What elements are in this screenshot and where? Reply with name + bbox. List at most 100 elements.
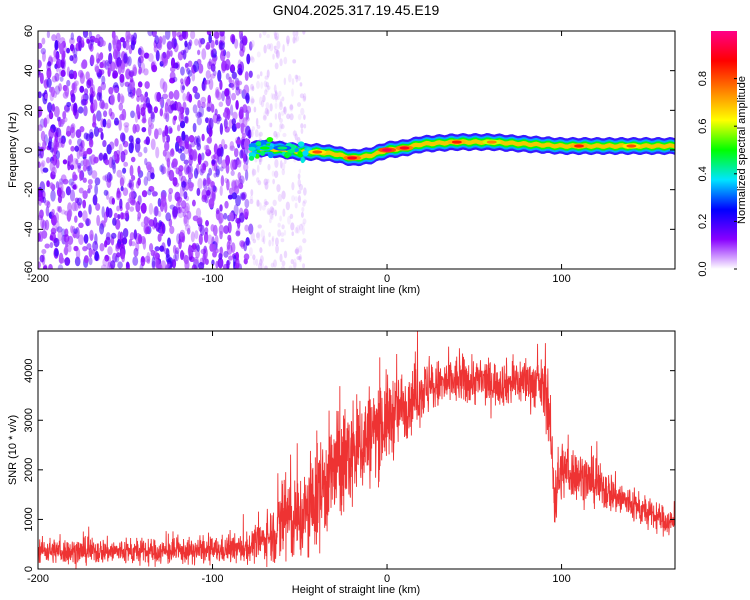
spectrogram-noise-cell — [169, 225, 175, 235]
spectrogram-noise-cell — [185, 107, 190, 116]
spectrogram-noise-cell — [286, 113, 291, 120]
spectrogram-noise-cell — [64, 85, 70, 97]
spectrogram-noise-cell — [188, 181, 193, 187]
spectrogram-noise-cell — [276, 40, 281, 50]
spectrogram-noise-cell — [288, 265, 293, 269]
spectrogram-noise-cell — [157, 233, 162, 242]
spectrogram-noise-cell — [108, 42, 112, 52]
spectrogram-noise-cell — [38, 261, 41, 269]
spectrogram-noise-cell — [127, 56, 132, 67]
spectrogram-noise-cell — [269, 43, 274, 52]
spectrogram-noise-cell — [197, 49, 201, 56]
spectrogram-noise-cell — [47, 60, 52, 67]
spectrogram-noise-cell — [74, 145, 80, 152]
spectrogram-noise-cell — [134, 141, 141, 153]
spectrogram-noise-cell — [273, 130, 278, 138]
spectrogram-noise-cell — [257, 262, 263, 269]
spectrogram-noise-cell — [39, 72, 44, 85]
spectrogram-noise-cell — [238, 88, 242, 95]
spectrogram-noise-cell — [271, 237, 274, 247]
spectrogram-noise-cell — [156, 260, 162, 269]
spectrogram-noise-cell — [187, 163, 193, 175]
spectrogram-noise-cell — [237, 172, 242, 180]
spectrogram-noise-cell — [78, 40, 82, 52]
spectrogram-noise-cell — [207, 136, 212, 144]
spectrogram-noise-cell — [64, 228, 69, 237]
spectrogram-noise-cell — [41, 249, 47, 255]
spectrogram-noise-cell — [123, 53, 128, 64]
spectrogram-noise-cell — [272, 178, 275, 185]
spectrogram-noise-cell — [226, 240, 231, 250]
spectrogram-noise-cell — [223, 225, 230, 234]
spectrogram-noise-cell — [197, 99, 202, 109]
spectrogram-noise-cell — [211, 159, 216, 165]
spectrogram-noise-cell — [154, 91, 160, 102]
spectrogram-noise-cell — [172, 31, 177, 39]
spectrogram-noise-cell — [51, 103, 55, 112]
spectrogram-noise-cell — [269, 210, 274, 219]
spectrogram-noise-cell — [164, 140, 170, 152]
spectrogram-noise-cell — [97, 72, 102, 80]
spectrogram-noise-cell — [166, 157, 171, 168]
spectrogram-noise-cell — [49, 182, 54, 189]
spectrogram-noise-cell — [250, 55, 254, 61]
spectrogram-ylabel: Frequency (Hz) — [7, 112, 19, 188]
spectrogram-noise-cell — [249, 195, 254, 201]
spectrogram-noise-cell — [70, 181, 76, 189]
spectrogram-noise-cell — [100, 264, 107, 269]
spectrogram-noise-cell — [288, 73, 292, 83]
spectrogram-noise-cell — [165, 112, 170, 123]
spectrogram-noise-cell — [154, 246, 160, 252]
spectrogram-noise-cell — [105, 232, 111, 241]
spectrogram-noise-cell — [74, 80, 79, 87]
spectrogram-noise-cell — [274, 62, 279, 70]
spectrogram-noise-cell — [79, 85, 85, 93]
spectrogram-noise-cell — [102, 140, 107, 148]
spectrogram-noise-cell — [235, 122, 241, 129]
spectrogram-noise-cell — [145, 226, 151, 234]
colorbar-tick-label: 0.8 — [697, 71, 709, 86]
spectrogram-noise-cell — [275, 48, 279, 58]
spectrogram-peak — [382, 148, 393, 152]
spectrogram-signal-cell — [297, 141, 305, 147]
spectrogram-noise-cell — [116, 169, 123, 178]
spectrogram-noise-cell — [203, 247, 208, 259]
spectrogram-noise-cell — [245, 116, 250, 122]
spectrogram-noise-cell — [100, 81, 106, 91]
spectrogram-noise-cell — [234, 38, 239, 49]
spectrogram-noise-cell — [120, 95, 125, 104]
spectrogram-noise-cell — [239, 149, 244, 159]
spectrogram-noise-cell — [80, 98, 87, 106]
spectrogram-noise-cell — [110, 111, 115, 120]
spectrogram-noise-cell — [269, 218, 272, 224]
spectrogram-noise-cell — [227, 234, 232, 242]
spectrogram-noise-cell — [55, 32, 61, 42]
spectrogram-noise-cell — [40, 130, 46, 142]
spectrogram-noise-cell — [78, 187, 84, 194]
spectrogram-noise-cell — [94, 177, 101, 186]
spectrogram-noise-cell — [46, 114, 50, 125]
spectrogram-noise-cell — [265, 81, 270, 88]
spectrogram-noise-cell — [106, 178, 112, 189]
spectrogram-noise-cell — [187, 144, 192, 155]
spectrogram-noise-cell — [265, 84, 270, 93]
spectrogram-noise-cell — [262, 31, 267, 36]
spectrogram-noise-cell — [88, 257, 93, 266]
spectrogram-noise-cell — [259, 202, 262, 211]
spectrogram-noise-cell — [241, 132, 247, 139]
spectrogram-noise-cell — [197, 153, 202, 165]
spectrogram-noise-cell — [273, 45, 277, 50]
spectrogram-noise-cell — [59, 43, 64, 55]
spectrogram-noise-cell — [78, 234, 84, 245]
spectrogram-noise-cell — [279, 160, 283, 169]
y-tick-label: 4000 — [23, 358, 35, 382]
spectrogram-noise-cell — [264, 181, 269, 190]
spectrogram-noise-cell — [172, 176, 178, 187]
spectrogram-noise-cell — [42, 140, 47, 151]
spectrogram-noise-cell — [250, 97, 255, 104]
spectrogram-noise-cell — [205, 220, 209, 227]
spectrogram-noise-cell — [96, 91, 102, 101]
spectrogram-noise-cell — [203, 231, 209, 243]
spectrogram-noise-cell — [210, 63, 216, 72]
spectrogram-noise-cell — [103, 211, 108, 223]
